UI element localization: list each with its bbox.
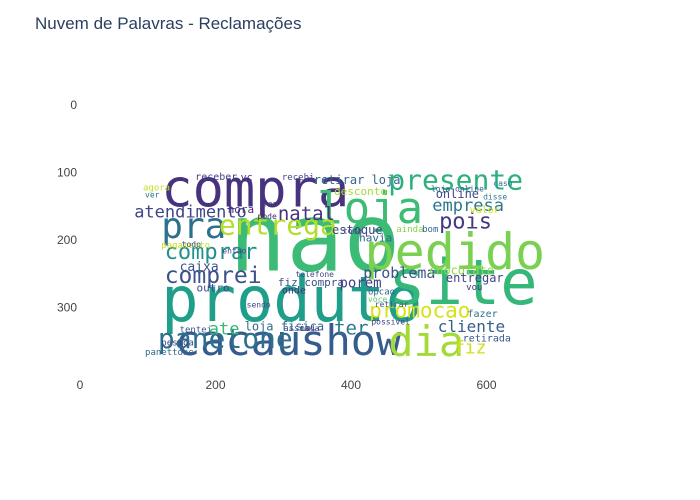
word-agora: agora [143,184,170,194]
y-tick-label: 300 [57,301,77,315]
word-caso: caso [493,179,512,188]
word-retirar-loja: retirar loja [314,173,401,187]
word-sendo: sendo [247,301,271,310]
word-todo: todo [182,240,201,249]
word-online: online [436,187,479,201]
word-vou: vou [466,283,482,293]
word-faz: faz [263,199,278,208]
word-problema: problema [363,264,435,282]
word-assim: assim [283,324,310,334]
word-nao: nao [229,183,401,293]
word-empresa: empresa [432,196,504,216]
word-opcao: opcao [368,288,395,298]
word-vc: vc [241,173,253,184]
word-entrega: entrega [219,209,337,242]
word-pagamento: pagamento [161,241,210,251]
y-tick-label: 100 [57,166,77,180]
word-voce: voce [368,295,387,304]
word-ter: ter [334,318,368,340]
word-fiz-compra: fiz compra [278,276,344,289]
word-produto: produto [161,263,422,336]
word-show: show [300,316,402,365]
word-dia: dia [388,317,464,366]
plot-area [80,105,622,375]
word-comprei: comprei [165,263,262,289]
word-chocolate: chocolate [429,263,494,277]
word-fiz: fiz [454,337,487,358]
word-pessoa: pessoa [161,338,194,348]
word-fazer: fazer [468,309,498,320]
word-hora: hora [228,203,255,216]
word-entregar: entregar [446,271,504,285]
x-tick-label: 0 [77,378,84,392]
word-compra: compra [161,159,349,219]
word-bom: bom [422,225,438,235]
word-receber: receber [195,172,237,183]
word-nada: nada [300,324,319,333]
y-axis: 0 100 200 300 [57,98,77,315]
word-caixa: caixa [180,260,219,275]
word-loja: loja [317,183,423,234]
word-havia: havia [359,231,392,244]
word-panettone: panettone [145,348,194,358]
word-desconto: desconto [334,185,387,198]
y-tick-label: 0 [70,98,77,112]
word-recebi: recebi [282,173,315,183]
word-onde: onde [282,285,306,296]
word-toda: toda [343,226,362,235]
word-atendimento: atendimento [134,203,247,223]
word-valor: valor [470,205,500,216]
word-comprar: comprar [165,240,258,265]
x-axis: 0 200 400 600 [77,378,497,392]
word-retirada: retirada [463,333,511,344]
word-site: site [388,246,537,319]
word-cliente: cliente [438,317,505,336]
x-tick-label: 200 [205,378,225,392]
x-tick-label: 400 [341,378,361,392]
word-cacau: cacau [175,316,301,365]
word-natal: natal [278,203,335,225]
word-promocao: promocao [369,299,470,323]
word-telefone: telefone [295,270,334,279]
word-porem: porem [339,275,381,291]
word-estoque: estoque [332,223,383,237]
word-ver: ver [145,190,160,199]
word-retirar: retirar [375,300,409,309]
word-loja-online: loja online [431,184,484,193]
chart-title: Nuvem de Palavras - Reclamações [35,14,302,33]
x-tick-label: 600 [476,378,496,392]
word-tentei: tentei [180,325,213,335]
word-loja-fisica: loja fisica [245,319,324,333]
word-pois: pois [439,210,492,235]
word-panetone: panetone [158,322,293,355]
word-pode: pode [258,212,277,221]
word-disse: disse [483,193,507,202]
y-tick-label: 200 [57,233,77,247]
word-ainda: ainda [396,225,423,235]
word-pra: pra [161,206,226,247]
word-entao: entao [222,247,246,256]
word-presente: presente [388,163,523,196]
word-pedido: pedido [365,223,546,281]
word-ate: ate [209,320,240,340]
word-possivel: possivel [371,317,410,326]
word-outro: outro [197,281,230,294]
